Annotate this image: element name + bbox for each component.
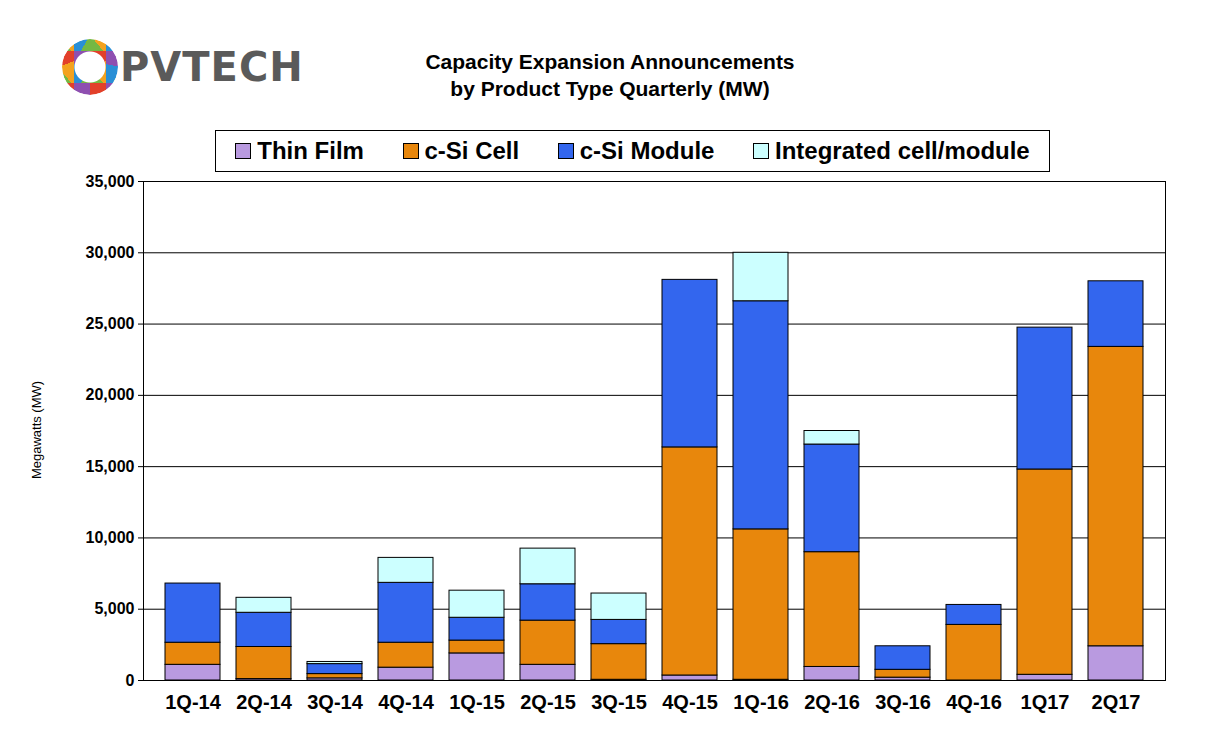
html-text:Thin Film: Thin Film [257, 137, 364, 164]
svg-text:3Q-15: 3Q-15 [591, 691, 647, 713]
svg-text:20,000: 20,000 [86, 386, 135, 403]
html-text:Integrated cell/module: Integrated cell/module [775, 137, 1030, 164]
svg-text:1Q-15: 1Q-15 [449, 691, 505, 713]
svg-text:10,000: 10,000 [86, 529, 135, 546]
html-text:Capacity Expansion Announcemen: Capacity Expansion Announcements [425, 50, 795, 73]
html-text:PVTECH: PVTECH [120, 44, 304, 90]
html-text:by Product Type Quarterly (MW): by Product Type Quarterly (MW) [450, 77, 770, 100]
svg-text:35,000: 35,000 [86, 173, 135, 190]
svg-text:15,000: 15,000 [86, 458, 135, 475]
svg-text:2Q-15: 2Q-15 [520, 691, 576, 713]
svg-text:4Q-16: 4Q-16 [946, 691, 1002, 713]
svg-text:1Q-16: 1Q-16 [733, 691, 789, 713]
svg-text:30,000: 30,000 [86, 244, 135, 261]
svg-text:2Q-16: 2Q-16 [804, 691, 860, 713]
svg-text:1Q-14: 1Q-14 [165, 691, 221, 713]
svg-text:5,000: 5,000 [94, 600, 134, 617]
svg-text:4Q-15: 4Q-15 [662, 691, 718, 713]
svg-text:4Q-14: 4Q-14 [378, 691, 434, 713]
svg-text:3Q-14: 3Q-14 [307, 691, 363, 713]
svg-text:0: 0 [126, 672, 135, 689]
html-text:Megawatts (MW): Megawatts (MW) [28, 380, 44, 480]
html-text:c-Si Module: c-Si Module [579, 137, 715, 164]
svg-text:2Q-14: 2Q-14 [236, 691, 292, 713]
svg-text:2Q17: 2Q17 [1092, 691, 1141, 713]
svg-text:25,000: 25,000 [86, 315, 135, 332]
html-text:c-Si Cell: c-Si Cell [424, 137, 520, 164]
svg-text:1Q17: 1Q17 [1021, 691, 1070, 713]
svg-text:3Q-16: 3Q-16 [875, 691, 931, 713]
